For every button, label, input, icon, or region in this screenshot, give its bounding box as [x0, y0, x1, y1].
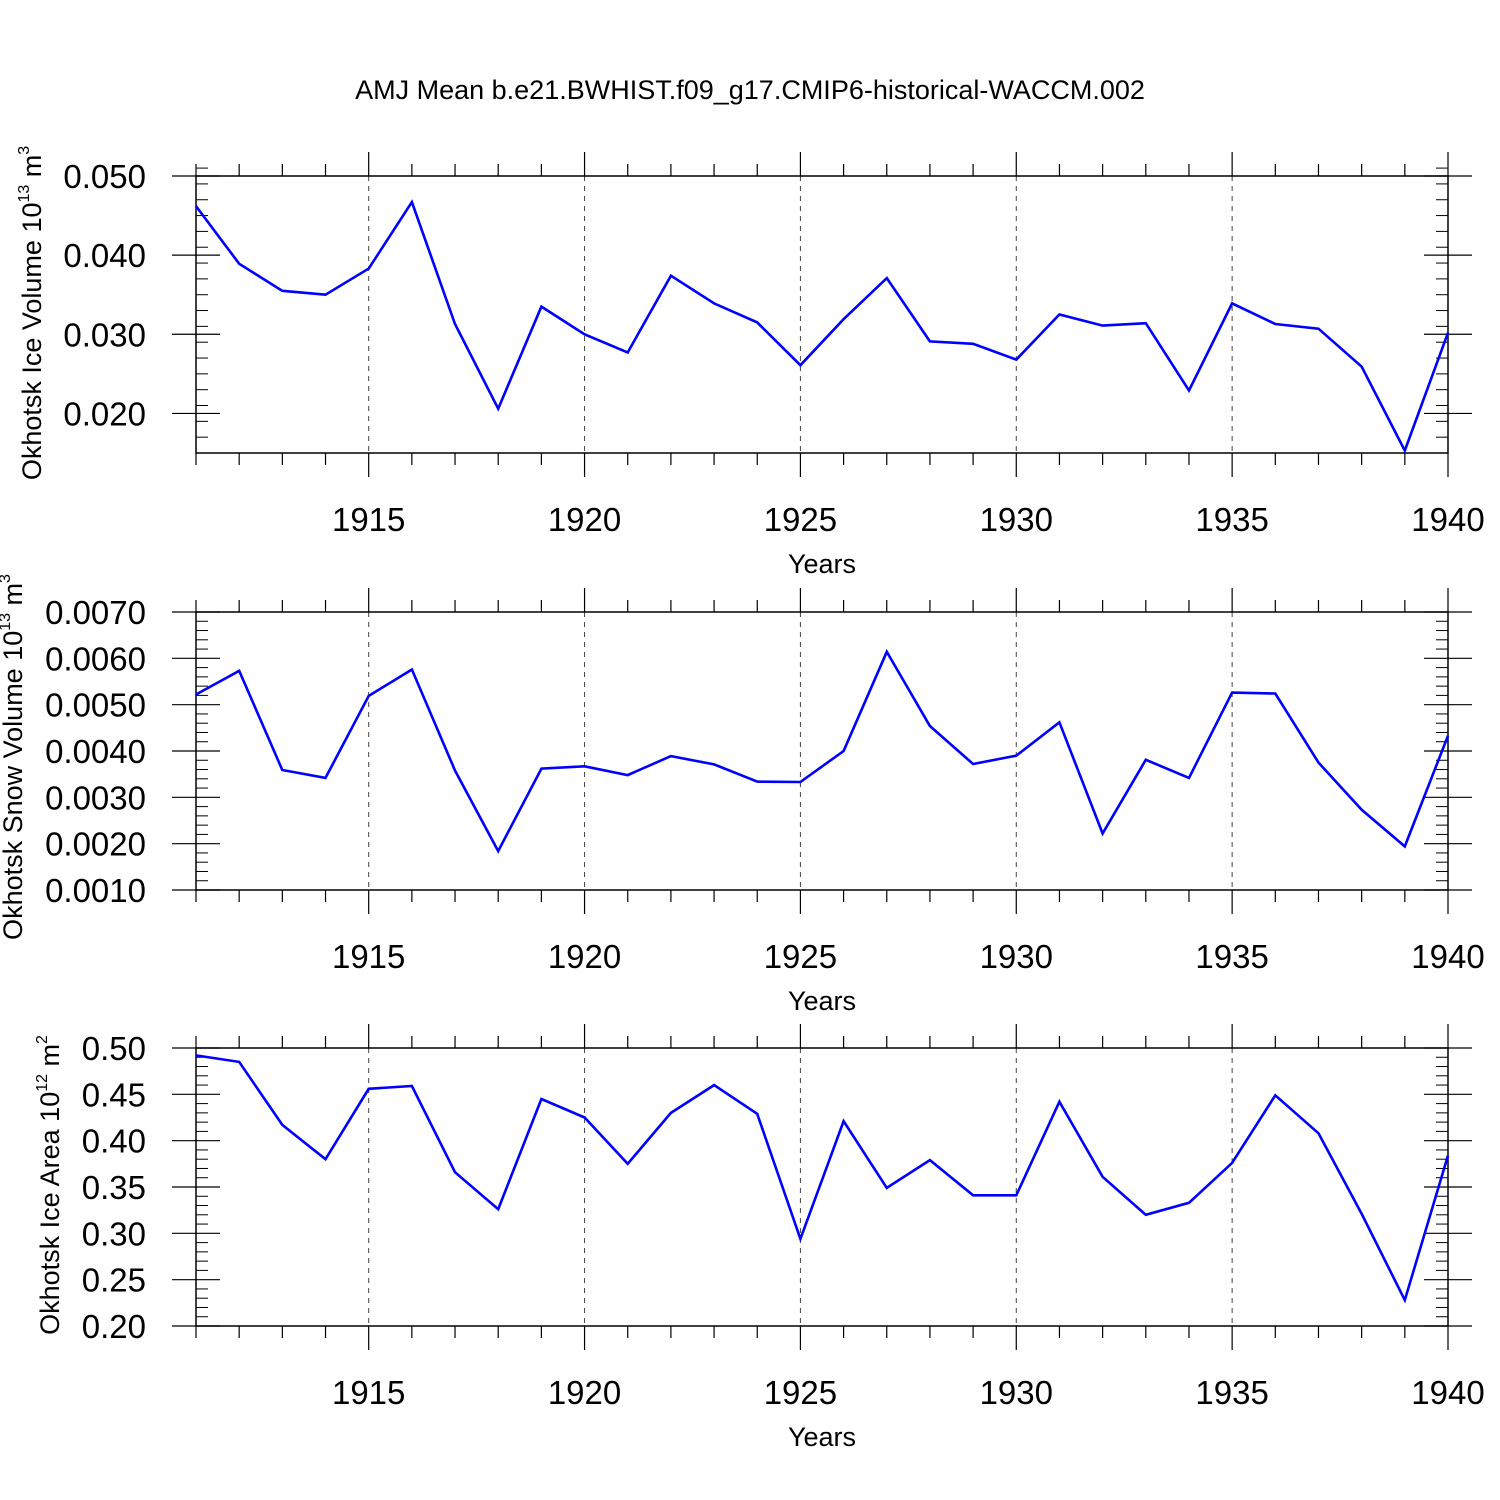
y-tick-label: 0.45	[82, 1076, 146, 1113]
y-axis-label: Okhotsk Ice Volume 1013 m3	[16, 146, 47, 480]
plot-frame	[195, 611, 1449, 891]
y-tick-label: 0.040	[63, 237, 146, 274]
chart-title: AMJ Mean b.e21.BWHIST.f09_g17.CMIP6-hist…	[355, 75, 1145, 105]
x-tick-label: 1930	[980, 501, 1053, 538]
y-tick-label: 0.030	[63, 316, 146, 353]
x-tick-label: 1920	[548, 938, 621, 975]
x-tick-label: 1935	[1195, 938, 1268, 975]
y-axis-label: Okhotsk Ice Area 1012 m2	[34, 1035, 65, 1335]
y-tick-label: 0.30	[82, 1215, 146, 1252]
plot-frame	[195, 175, 1449, 454]
y-tick-label: 0.50	[82, 1030, 146, 1067]
y-tick-label: 0.0030	[45, 779, 146, 816]
x-axis-label: Years	[788, 986, 856, 1016]
x-tick-label: 1925	[764, 938, 837, 975]
series-line	[195, 648, 1450, 854]
x-tick-label: 1930	[980, 1374, 1053, 1411]
y-tick-label: 0.0050	[45, 687, 146, 724]
x-tick-label: 1940	[1411, 501, 1484, 538]
x-tick-label: 1925	[764, 501, 837, 538]
x-tick-label: 1920	[548, 1374, 621, 1411]
y-tick-label: 0.35	[82, 1169, 146, 1206]
panels: 0.020 0.030 0.040 0.050 1915 1920 1925 1930 1935…	[0, 146, 1485, 1452]
x-tick-label: 1930	[980, 938, 1053, 975]
y-tick-label: 0.0040	[45, 733, 146, 770]
x-tick-label: 1925	[764, 1374, 837, 1411]
series-line	[194, 199, 1450, 454]
x-tick-label: 1935	[1195, 501, 1268, 538]
x-tick-label: 1940	[1411, 1374, 1484, 1411]
x-tick-label: 1915	[332, 938, 405, 975]
x-tick-label: 1915	[332, 501, 405, 538]
x-tick-label: 1915	[332, 1374, 405, 1411]
x-tick-label: 1935	[1195, 1374, 1268, 1411]
y-tick-label: 0.0020	[45, 826, 146, 863]
x-tick-label: 1920	[548, 501, 621, 538]
y-tick-label: 0.0070	[45, 594, 146, 631]
y-tick-label: 0.0010	[45, 872, 146, 909]
series-line	[195, 1054, 1450, 1304]
x-tick-label: 1940	[1411, 938, 1484, 975]
chart-panel-1: 0.020 0.030 0.040 0.050 1915 1920 1925 1930 1935…	[16, 146, 1485, 579]
y-tick-label: 0.050	[63, 158, 146, 195]
x-axis-label: Years	[788, 1422, 856, 1452]
y-tick-label: 0.20	[82, 1308, 146, 1345]
y-tick-label: 0.40	[82, 1123, 146, 1160]
plot-frame	[195, 1047, 1449, 1327]
y-tick-label: 0.0060	[45, 640, 146, 677]
chart-panel-2: 0.0010 0.0020 0.0030 0.0040 0.0050 0.0060 0.00…	[0, 574, 1485, 1016]
x-axis-label: Years	[788, 549, 856, 579]
y-tick-label: 0.020	[63, 395, 146, 432]
y-axis-label: Okhotsk Snow Volume 1013 m3	[0, 574, 28, 940]
chart-panel-3: 0.20 0.25 0.30 0.35 0.40 0.45 0.50 1915 1920 1925…	[34, 1024, 1485, 1452]
y-tick-label: 0.25	[82, 1262, 146, 1299]
